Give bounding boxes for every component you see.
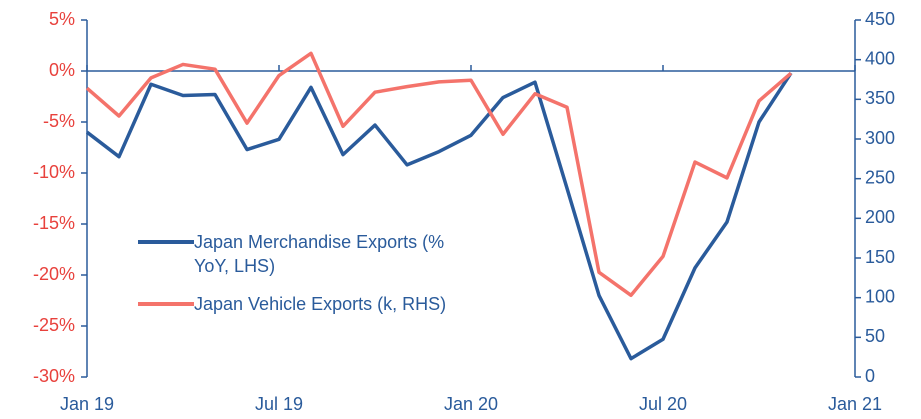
legend-item: Japan Vehicle Exports (k, RHS)	[138, 292, 458, 316]
y-tick-label: -10%	[33, 162, 75, 182]
x-tick-label: Jan 20	[444, 394, 498, 414]
y-tick-label: 0%	[49, 60, 75, 80]
y2-tick-label: 300	[865, 128, 895, 148]
x-tick-label: Jan 21	[828, 394, 882, 414]
legend-item: Japan Merchandise Exports (% YoY, LHS)	[138, 230, 458, 278]
y-tick-label: -25%	[33, 315, 75, 335]
y-tick-label: 5%	[49, 9, 75, 29]
y2-tick-label: 400	[865, 48, 895, 68]
legend-swatch	[138, 302, 194, 306]
x-tick-label: Jan 19	[60, 394, 114, 414]
line-series	[85, 51, 793, 298]
legend-label: Japan Merchandise Exports (% YoY, LHS)	[194, 232, 445, 276]
y2-tick-label: 50	[865, 326, 885, 346]
y2-tick-label: 450	[865, 9, 895, 29]
y2-tick-label: 350	[865, 88, 895, 108]
y2-tick-label: 100	[865, 286, 895, 306]
y2-tick-label: 0	[865, 366, 875, 386]
legend: Japan Merchandise Exports (% YoY, LHS) Ja…	[138, 230, 458, 330]
y2-tick-label: 200	[865, 207, 895, 227]
y2-tick-label: 250	[865, 167, 895, 187]
legend-label: Japan Vehicle Exports (k, RHS)	[194, 294, 447, 314]
y-tick-label: -30%	[33, 366, 75, 386]
line-series	[85, 72, 793, 361]
x-tick-label: Jul 20	[639, 394, 687, 414]
y2-tick-label: 150	[865, 247, 895, 267]
legend-swatch	[138, 240, 194, 244]
y-tick-label: -5%	[43, 111, 75, 131]
y-tick-label: -20%	[33, 264, 75, 284]
x-tick-label: Jul 19	[255, 394, 303, 414]
y-tick-label: -15%	[33, 213, 75, 233]
